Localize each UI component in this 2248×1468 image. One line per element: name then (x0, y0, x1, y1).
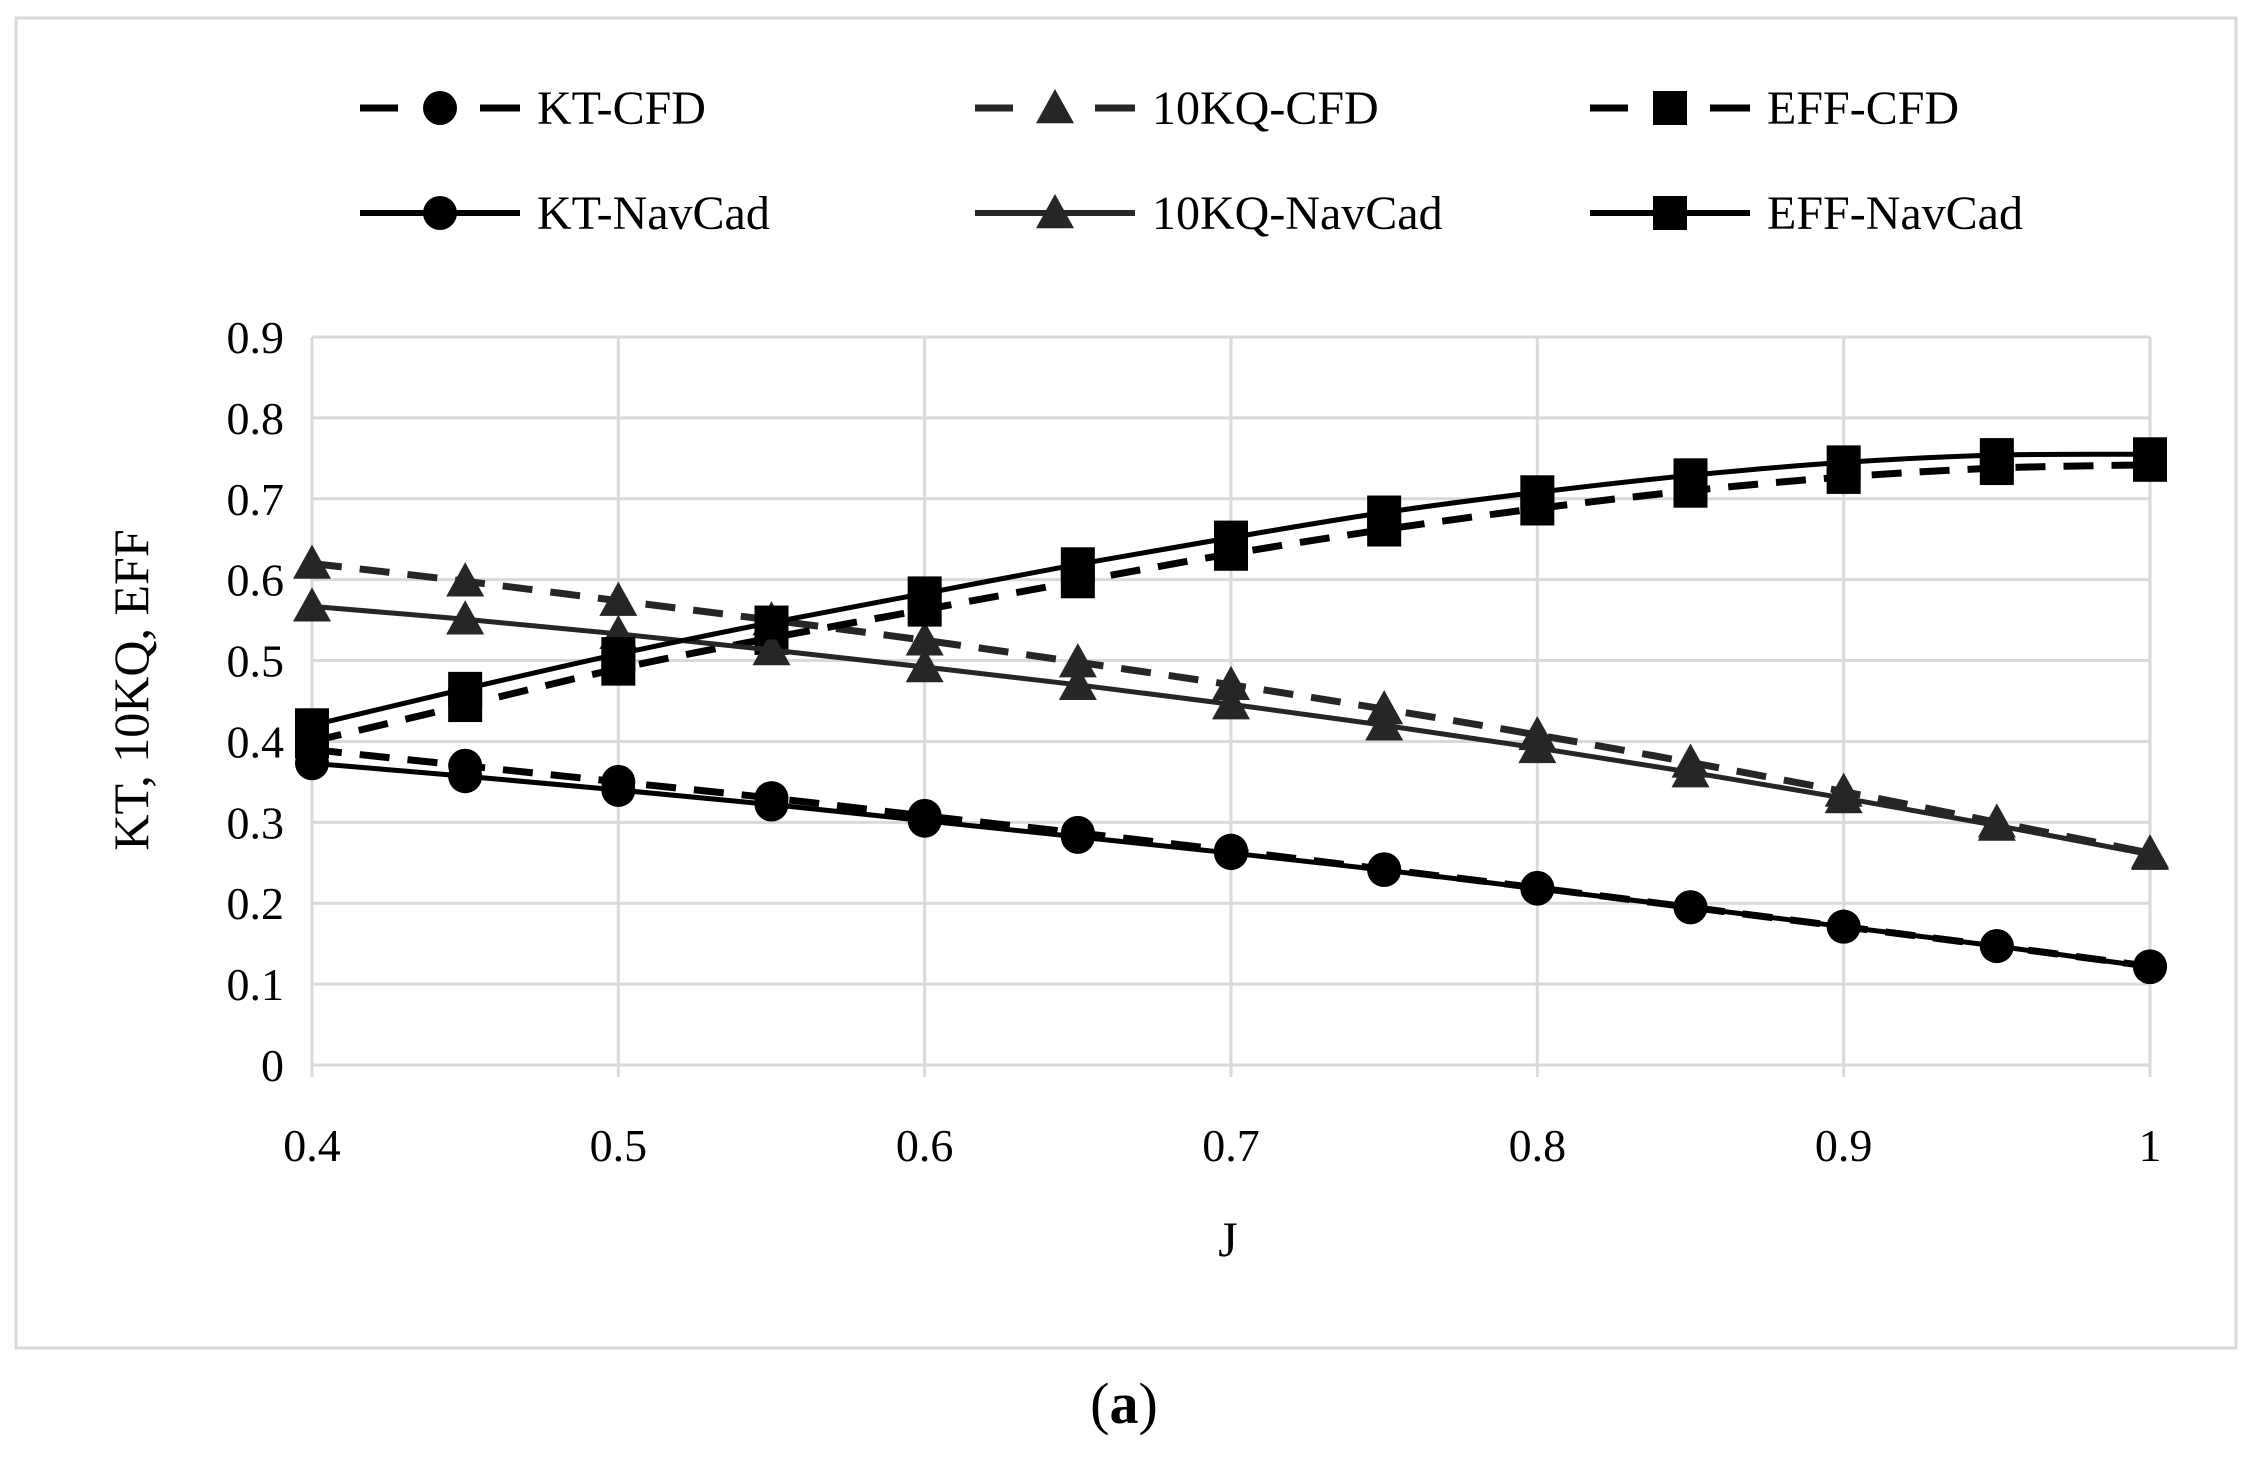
y-tick-label: 0.6 (227, 555, 285, 606)
data-point-kt-navcad (2133, 950, 2167, 985)
data-point-eff-navcad (1520, 475, 1555, 510)
data-point-eff-navcad (754, 605, 789, 640)
legend: KT-CFD 10KQ-CFD EFF-CFD KT-NavCad 10KQ-NavCa… (360, 82, 2023, 240)
legend-marker (1653, 196, 1687, 230)
legend-item: 10KQ-CFD (975, 82, 1379, 135)
x-tick-label: 0.4 (283, 1120, 341, 1171)
legend-label: EFF-CFD (1767, 82, 1959, 135)
data-point-kt-navcad (1826, 909, 1861, 944)
y-tick-label: 0.7 (227, 474, 285, 525)
caption-open: ( (1090, 1371, 1110, 1436)
legend-marker (1653, 91, 1687, 125)
data-point-kt-navcad (1060, 819, 1095, 854)
legend-marker (423, 196, 457, 230)
data-point-10kq-cfd (1058, 643, 1097, 678)
legend-label: 10KQ-NavCad (1152, 187, 1443, 240)
data-point-10kq-cfd (293, 544, 331, 579)
data-point-eff-navcad (1214, 520, 1248, 555)
data-point-10kq-navcad (2131, 835, 2169, 870)
figure-caption: (a) (0, 1370, 2248, 1437)
data-point-kt-navcad (907, 803, 942, 838)
series-eff-navcad (295, 437, 2167, 743)
data-point-eff-navcad (1367, 495, 1402, 530)
y-tick-label: 0.8 (227, 393, 285, 444)
series-group (293, 437, 2169, 985)
data-point-kt-navcad (295, 746, 329, 781)
y-tick-label: 0.3 (227, 797, 285, 848)
legend-label: 10KQ-CFD (1152, 82, 1379, 135)
data-point-kt-navcad (1214, 836, 1248, 871)
series-10kq-navcad (293, 587, 2169, 870)
data-point-eff-navcad (295, 708, 329, 743)
x-tick-label: 1 (2139, 1120, 2162, 1171)
data-point-10kq-navcad (1671, 753, 1710, 788)
legend-item: KT-NavCad (360, 187, 770, 240)
y-tick-label: 0.5 (227, 636, 285, 687)
data-point-10kq-cfd (905, 621, 944, 656)
x-axis-title: J (1218, 1211, 1237, 1267)
legend-label: KT-NavCad (537, 187, 770, 240)
y-tick-label: 0.1 (227, 959, 285, 1010)
caption-letter: a (1109, 1371, 1139, 1436)
data-point-eff-navcad (1060, 547, 1095, 582)
caption-close: ) (1138, 1371, 1158, 1436)
data-point-kt-navcad (1367, 853, 1402, 888)
legend-item: 10KQ-NavCad (975, 187, 1443, 240)
data-point-eff-navcad (907, 576, 942, 611)
data-point-10kq-navcad (752, 631, 791, 666)
data-point-10kq-cfd (1212, 665, 1250, 701)
x-tick-label: 0.7 (1202, 1120, 1260, 1171)
legend-marker (423, 91, 457, 125)
legend-item: EFF-NavCad (1590, 187, 2023, 240)
data-point-kt-navcad (754, 787, 789, 822)
data-point-kt-navcad (1520, 871, 1555, 906)
x-tick-label: 0.6 (896, 1120, 954, 1171)
legend-label: KT-CFD (537, 82, 706, 135)
series-kt-navcad (295, 746, 2167, 985)
legend-item: EFF-CFD (1590, 82, 1959, 135)
x-tick-label: 0.5 (590, 1120, 648, 1171)
data-point-10kq-navcad (1365, 706, 1404, 741)
data-point-10kq-navcad (1212, 685, 1250, 720)
data-point-10kq-navcad (1058, 665, 1097, 701)
y-tick-label: 0.9 (227, 312, 285, 363)
data-point-10kq-navcad (293, 587, 331, 622)
data-point-kt-navcad (1673, 890, 1708, 925)
legend-marker (1036, 89, 1074, 124)
chart-frame (14, 16, 2238, 1350)
data-point-eff-navcad (1673, 458, 1708, 493)
data-point-10kq-navcad (1977, 806, 2016, 841)
data-point-10kq-navcad (446, 600, 485, 635)
data-point-eff-navcad (601, 637, 636, 672)
data-point-kt-navcad (601, 772, 636, 807)
data-point-kt-navcad (1979, 929, 2014, 964)
data-point-eff-navcad (1979, 438, 2014, 473)
data-point-10kq-navcad (905, 648, 944, 683)
legend-label: EFF-NavCad (1767, 187, 2023, 240)
data-point-10kq-cfd (599, 581, 638, 616)
data-point-eff-navcad (1826, 445, 1861, 480)
legend-marker (1036, 194, 1074, 229)
x-tick-label: 0.8 (1509, 1120, 1567, 1171)
data-point-kt-navcad (448, 759, 483, 794)
data-point-10kq-navcad (1518, 728, 1557, 764)
data-point-10kq-navcad (1824, 779, 1863, 814)
y-tick-label: 0.2 (227, 878, 285, 929)
axes: 0 0.1 0.2 0.3 0.4 0.5 0.6 0.7 0.8 0.9 0.4 0.5 0.6 0.7… (227, 312, 2162, 1171)
y-tick-label: 0 (261, 1040, 284, 1091)
x-tick-label: 0.9 (1815, 1120, 1873, 1171)
data-point-eff-navcad (2133, 437, 2167, 472)
legend-item: KT-CFD (360, 82, 706, 135)
y-axis-title: KT, 10KQ, EFF (103, 529, 159, 850)
data-point-eff-navcad (448, 671, 483, 706)
y-tick-label: 0.4 (227, 716, 285, 767)
data-point-10kq-cfd (446, 562, 485, 597)
